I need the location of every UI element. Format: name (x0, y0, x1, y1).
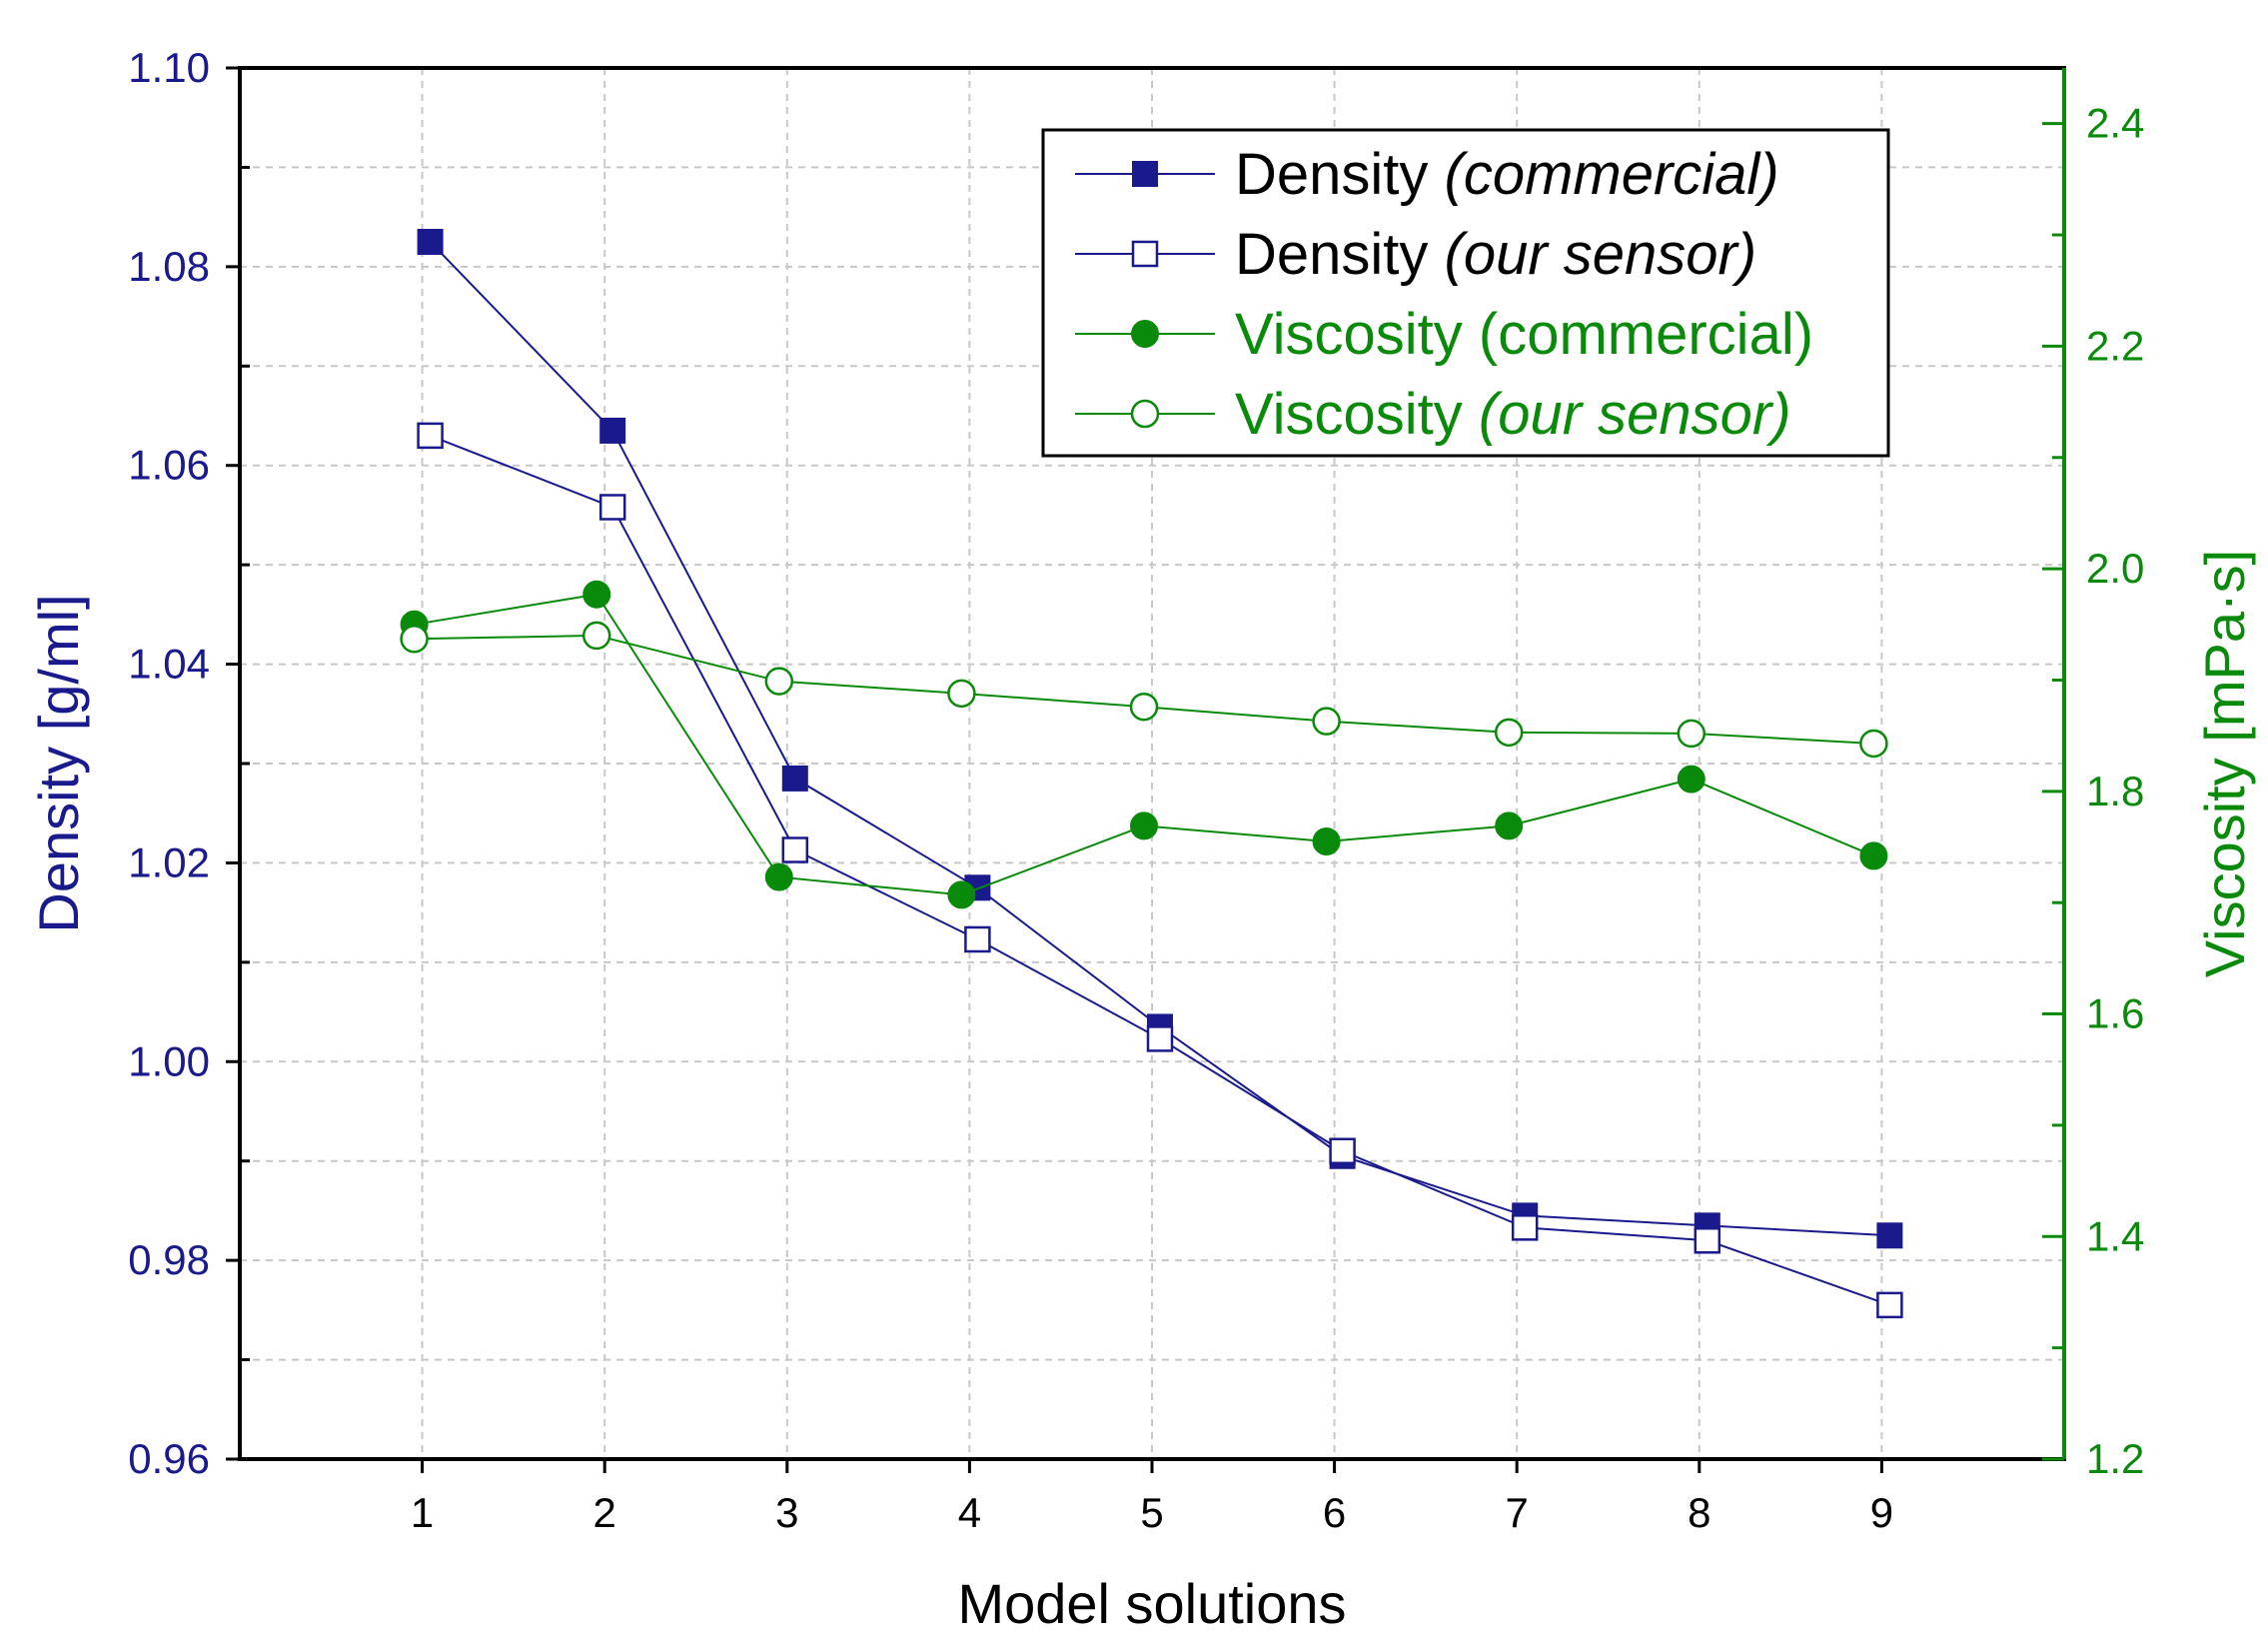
data-point (764, 862, 793, 891)
x-tick-label: 5 (1140, 1489, 1163, 1536)
data-point (964, 925, 991, 953)
legend-item: Density (our sensor) (1075, 222, 1756, 287)
data-point (417, 229, 444, 255)
legend-item: Viscosity (commercial) (1075, 302, 1813, 367)
series-line (430, 434, 1890, 1306)
x-tick-label: 3 (775, 1489, 798, 1536)
data-point (1859, 729, 1888, 759)
right-tick-label: 2.0 (2086, 545, 2144, 592)
left-tick-label: 1.00 (128, 1037, 210, 1084)
data-point (781, 765, 808, 792)
data-point (400, 625, 429, 654)
data-point (598, 494, 626, 521)
right-axis: 1.2 1.4 1.6 1.8 2.0 2.2 2.4 (2042, 100, 2144, 1482)
left-tick-label: 1.04 (128, 641, 210, 688)
right-tick-label: 1.6 (2086, 990, 2144, 1037)
data-point (1876, 1222, 1903, 1249)
series-line (414, 593, 1874, 896)
legend-box (1041, 128, 1890, 458)
legend-marker (1130, 399, 1160, 429)
data-point (1677, 765, 1705, 794)
data-point (1694, 1227, 1721, 1254)
legend-marker (1131, 240, 1159, 268)
legend-label-main: Viscosity (1235, 302, 1479, 367)
data-point (1859, 841, 1888, 870)
left-tick-label: 1.10 (128, 44, 210, 91)
legend-label-suffix: (commercial) (1445, 142, 1779, 207)
data-point (1495, 812, 1524, 840)
legend: Density (commercial)Density (our sensor)… (1041, 128, 1890, 458)
data-point (1876, 1291, 1903, 1319)
x-axis-label: Model solutions (957, 1572, 1346, 1635)
data-point (1677, 719, 1706, 749)
right-tick-label: 1.2 (2086, 1435, 2144, 1482)
data-point (1129, 692, 1159, 722)
legend-label: Viscosity (commercial) (1235, 302, 1813, 367)
right-tick-label: 2.4 (2086, 100, 2144, 147)
data-point (1511, 1214, 1539, 1241)
legend-label: Density (our sensor) (1235, 222, 1756, 287)
left-tick-label: 0.96 (128, 1435, 210, 1482)
legend-label-main: Density (1235, 222, 1445, 287)
data-point (581, 621, 611, 651)
data-point (1146, 1025, 1174, 1052)
legend-label-main: Density (1235, 142, 1445, 207)
legend-marker (1132, 161, 1158, 187)
x-tick-label: 1 (411, 1489, 434, 1536)
data-point (1329, 1137, 1356, 1165)
left-tick-label: 1.08 (128, 243, 210, 290)
left-tick-label: 1.02 (128, 838, 210, 885)
data-point (599, 417, 626, 444)
series-density-our-sensor- (417, 422, 1903, 1319)
legend-item: Density (commercial) (1075, 142, 1779, 207)
left-tick-label: 1.06 (128, 442, 210, 489)
data-point (582, 580, 611, 609)
data-point (417, 422, 444, 450)
y-axis-left-label: Density [g/ml] (27, 594, 90, 932)
y-axis-right-label: Viscosity [mPa·s] (2193, 550, 2256, 977)
x-tick-label: 7 (1506, 1489, 1529, 1536)
data-point (1130, 812, 1158, 840)
x-tick-label: 4 (958, 1489, 981, 1536)
legend-item: Viscosity (our sensor) (1075, 382, 1791, 447)
right-tick-label: 1.8 (2086, 768, 2144, 815)
left-tick-label: 0.98 (128, 1236, 210, 1283)
data-point (1312, 826, 1341, 855)
series-viscosity-commercial- (400, 580, 1888, 909)
legend-marker (1131, 320, 1159, 348)
x-axis: 1 2 3 4 5 6 7 8 9 (411, 1459, 1893, 1536)
series-layer (400, 229, 1903, 1319)
x-tick-label: 6 (1323, 1489, 1346, 1536)
legend-label-suffix: (our sensor) (1479, 382, 1791, 447)
data-point (947, 880, 976, 909)
legend-label: Viscosity (our sensor) (1235, 382, 1791, 447)
data-point (1312, 707, 1341, 736)
series-viscosity-our-sensor- (400, 621, 1888, 759)
legend-label-suffix: (our sensor) (1445, 222, 1757, 287)
x-tick-label: 9 (1870, 1489, 1893, 1536)
legend-label-suffix: (commercial) (1479, 302, 1813, 367)
legend-label: Density (commercial) (1235, 142, 1779, 207)
x-tick-label: 8 (1688, 1489, 1710, 1536)
data-point (781, 836, 809, 863)
legend-label-main: Viscosity (1235, 382, 1479, 447)
right-tick-label: 2.2 (2086, 322, 2144, 369)
data-point (764, 667, 794, 696)
data-point (1494, 718, 1524, 748)
left-axis: 0.96 0.98 1.00 1.02 1.04 1.06 1.08 1.10 (128, 44, 250, 1482)
x-tick-label: 2 (593, 1489, 616, 1536)
right-tick-label: 1.4 (2086, 1212, 2144, 1259)
data-point (947, 679, 976, 709)
